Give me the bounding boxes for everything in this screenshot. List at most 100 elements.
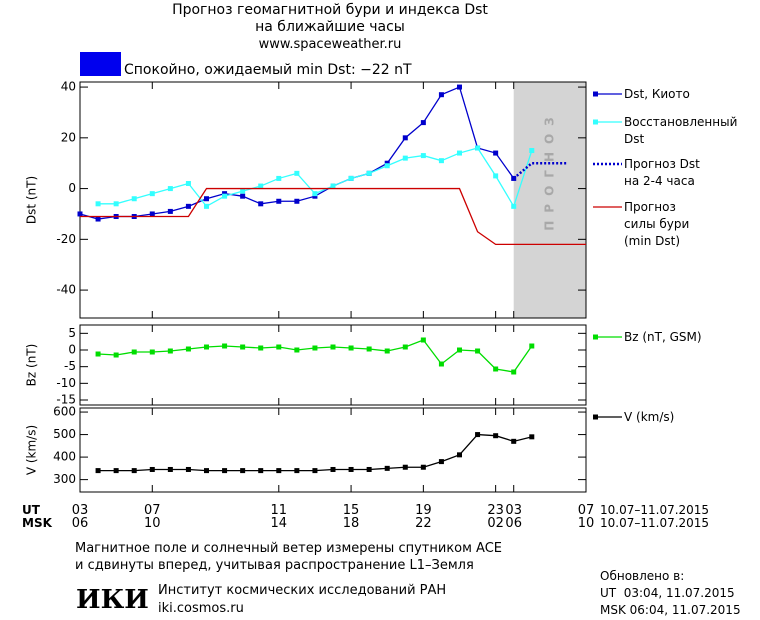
legend-marker bbox=[593, 91, 598, 97]
series-marker bbox=[348, 175, 354, 181]
series-marker bbox=[167, 186, 173, 192]
x-tick-label: 14 bbox=[270, 516, 288, 531]
series-line bbox=[80, 187, 586, 246]
series-marker bbox=[185, 181, 191, 187]
series-marker bbox=[402, 464, 408, 470]
series-marker bbox=[240, 193, 246, 199]
series-marker bbox=[149, 466, 155, 472]
y-tick-label: 0 bbox=[68, 181, 76, 195]
series-marker bbox=[438, 459, 444, 465]
y-tick-label: -40 bbox=[56, 283, 76, 297]
series-marker bbox=[438, 92, 444, 98]
y-tick-label: 5 bbox=[68, 326, 76, 340]
forecast-band bbox=[513, 82, 586, 318]
series-line bbox=[512, 161, 568, 180]
series-marker bbox=[475, 145, 481, 151]
legend-label: Прогноз силы бури (min Dst) bbox=[624, 200, 690, 248]
series-marker bbox=[258, 183, 264, 189]
x-tick-label: 22 bbox=[415, 516, 432, 531]
series-marker bbox=[167, 466, 173, 472]
series-marker bbox=[276, 468, 282, 474]
series-marker bbox=[366, 346, 372, 352]
series-marker bbox=[366, 466, 372, 472]
y-tick-label: 20 bbox=[61, 130, 76, 144]
y-tick-label: 600 bbox=[53, 405, 76, 419]
series-marker bbox=[348, 345, 354, 351]
series-marker bbox=[475, 348, 481, 354]
series-marker bbox=[222, 468, 228, 474]
plot-frame bbox=[79, 407, 587, 493]
series-marker bbox=[330, 183, 336, 189]
plot-frame bbox=[79, 81, 587, 319]
series-line bbox=[98, 339, 533, 373]
updated-ut: UT 03:04, 11.07.2015 bbox=[600, 586, 735, 600]
legend-label: Dst, Киото bbox=[624, 87, 690, 101]
series-marker bbox=[457, 84, 462, 90]
series-marker bbox=[402, 155, 408, 161]
y-tick-label: -5 bbox=[64, 359, 76, 373]
series-marker bbox=[222, 193, 228, 199]
y-tick-label: 0 bbox=[68, 343, 76, 357]
series-marker bbox=[204, 196, 209, 202]
y-tick-label: -15 bbox=[56, 393, 76, 407]
series-marker bbox=[529, 148, 535, 154]
series-marker bbox=[420, 120, 426, 126]
series-marker bbox=[493, 366, 499, 372]
y-axis-title: Bz (nT) bbox=[25, 344, 39, 387]
series-marker bbox=[457, 347, 462, 353]
series-marker bbox=[294, 198, 300, 204]
x-axis-title: MSK bbox=[22, 516, 52, 530]
series-marker bbox=[457, 150, 462, 156]
series-line bbox=[98, 433, 532, 472]
y-tick-label: 300 bbox=[53, 472, 76, 486]
series-marker bbox=[276, 175, 282, 181]
x-tick-label: 11 bbox=[270, 503, 288, 518]
series-marker bbox=[95, 351, 101, 357]
series-marker bbox=[240, 468, 246, 474]
series-marker bbox=[113, 201, 119, 207]
series-marker bbox=[511, 203, 517, 209]
series-marker bbox=[529, 434, 535, 440]
y-tick-label: 40 bbox=[61, 80, 76, 94]
series-marker bbox=[475, 432, 481, 438]
x-tick-label: 10 bbox=[577, 516, 595, 531]
series-marker bbox=[149, 191, 155, 197]
series-marker bbox=[185, 466, 191, 472]
y-tick-label: 400 bbox=[53, 450, 76, 464]
legend-label: Восстановленный Dst bbox=[624, 115, 738, 146]
x-tick-label: 06 bbox=[505, 516, 522, 531]
institute: Институт космических исследований РАН bbox=[158, 583, 447, 598]
x-range-label: 10.07–11.07.2015 bbox=[600, 516, 710, 530]
x-tick-label: 10 bbox=[144, 516, 161, 531]
note: Магнитное поле и солнечный ветер измерен… bbox=[75, 541, 503, 556]
series-marker bbox=[276, 198, 282, 204]
y-axis-title: Dst (nT) bbox=[25, 176, 39, 224]
series-marker bbox=[185, 203, 191, 209]
series-marker bbox=[384, 163, 390, 169]
site: iki.cosmos.ru bbox=[158, 601, 244, 616]
series-marker bbox=[312, 193, 318, 199]
legend-label: Bz (nT, GSM) bbox=[624, 330, 702, 344]
url: www.spaceweather.ru bbox=[258, 37, 402, 52]
status-text: Спокойно, ожидаемый min Dst: −22 nT bbox=[124, 62, 412, 78]
series-marker bbox=[258, 468, 264, 474]
status-indicator bbox=[80, 52, 121, 76]
y-tick-label: 500 bbox=[53, 427, 76, 441]
series-marker bbox=[438, 158, 444, 164]
title: Прогноз геомагнитной бури и индекса Dst bbox=[172, 2, 488, 18]
x-tick-label: 03 bbox=[505, 503, 522, 518]
x-tick-label: 15 bbox=[342, 503, 360, 518]
series-marker bbox=[258, 345, 264, 351]
series-marker bbox=[77, 211, 83, 217]
y-tick-label: -10 bbox=[56, 376, 76, 390]
subtitle: на ближайшие часы bbox=[255, 19, 405, 35]
series-marker bbox=[131, 468, 137, 474]
series-marker bbox=[113, 352, 119, 358]
series-marker bbox=[402, 135, 408, 141]
updated-msk: MSK 06:04, 11.07.2015 bbox=[600, 603, 741, 617]
series-marker bbox=[185, 346, 191, 352]
series-marker bbox=[149, 349, 155, 355]
series-marker bbox=[420, 337, 426, 343]
x-tick-label: 02 bbox=[487, 516, 504, 531]
